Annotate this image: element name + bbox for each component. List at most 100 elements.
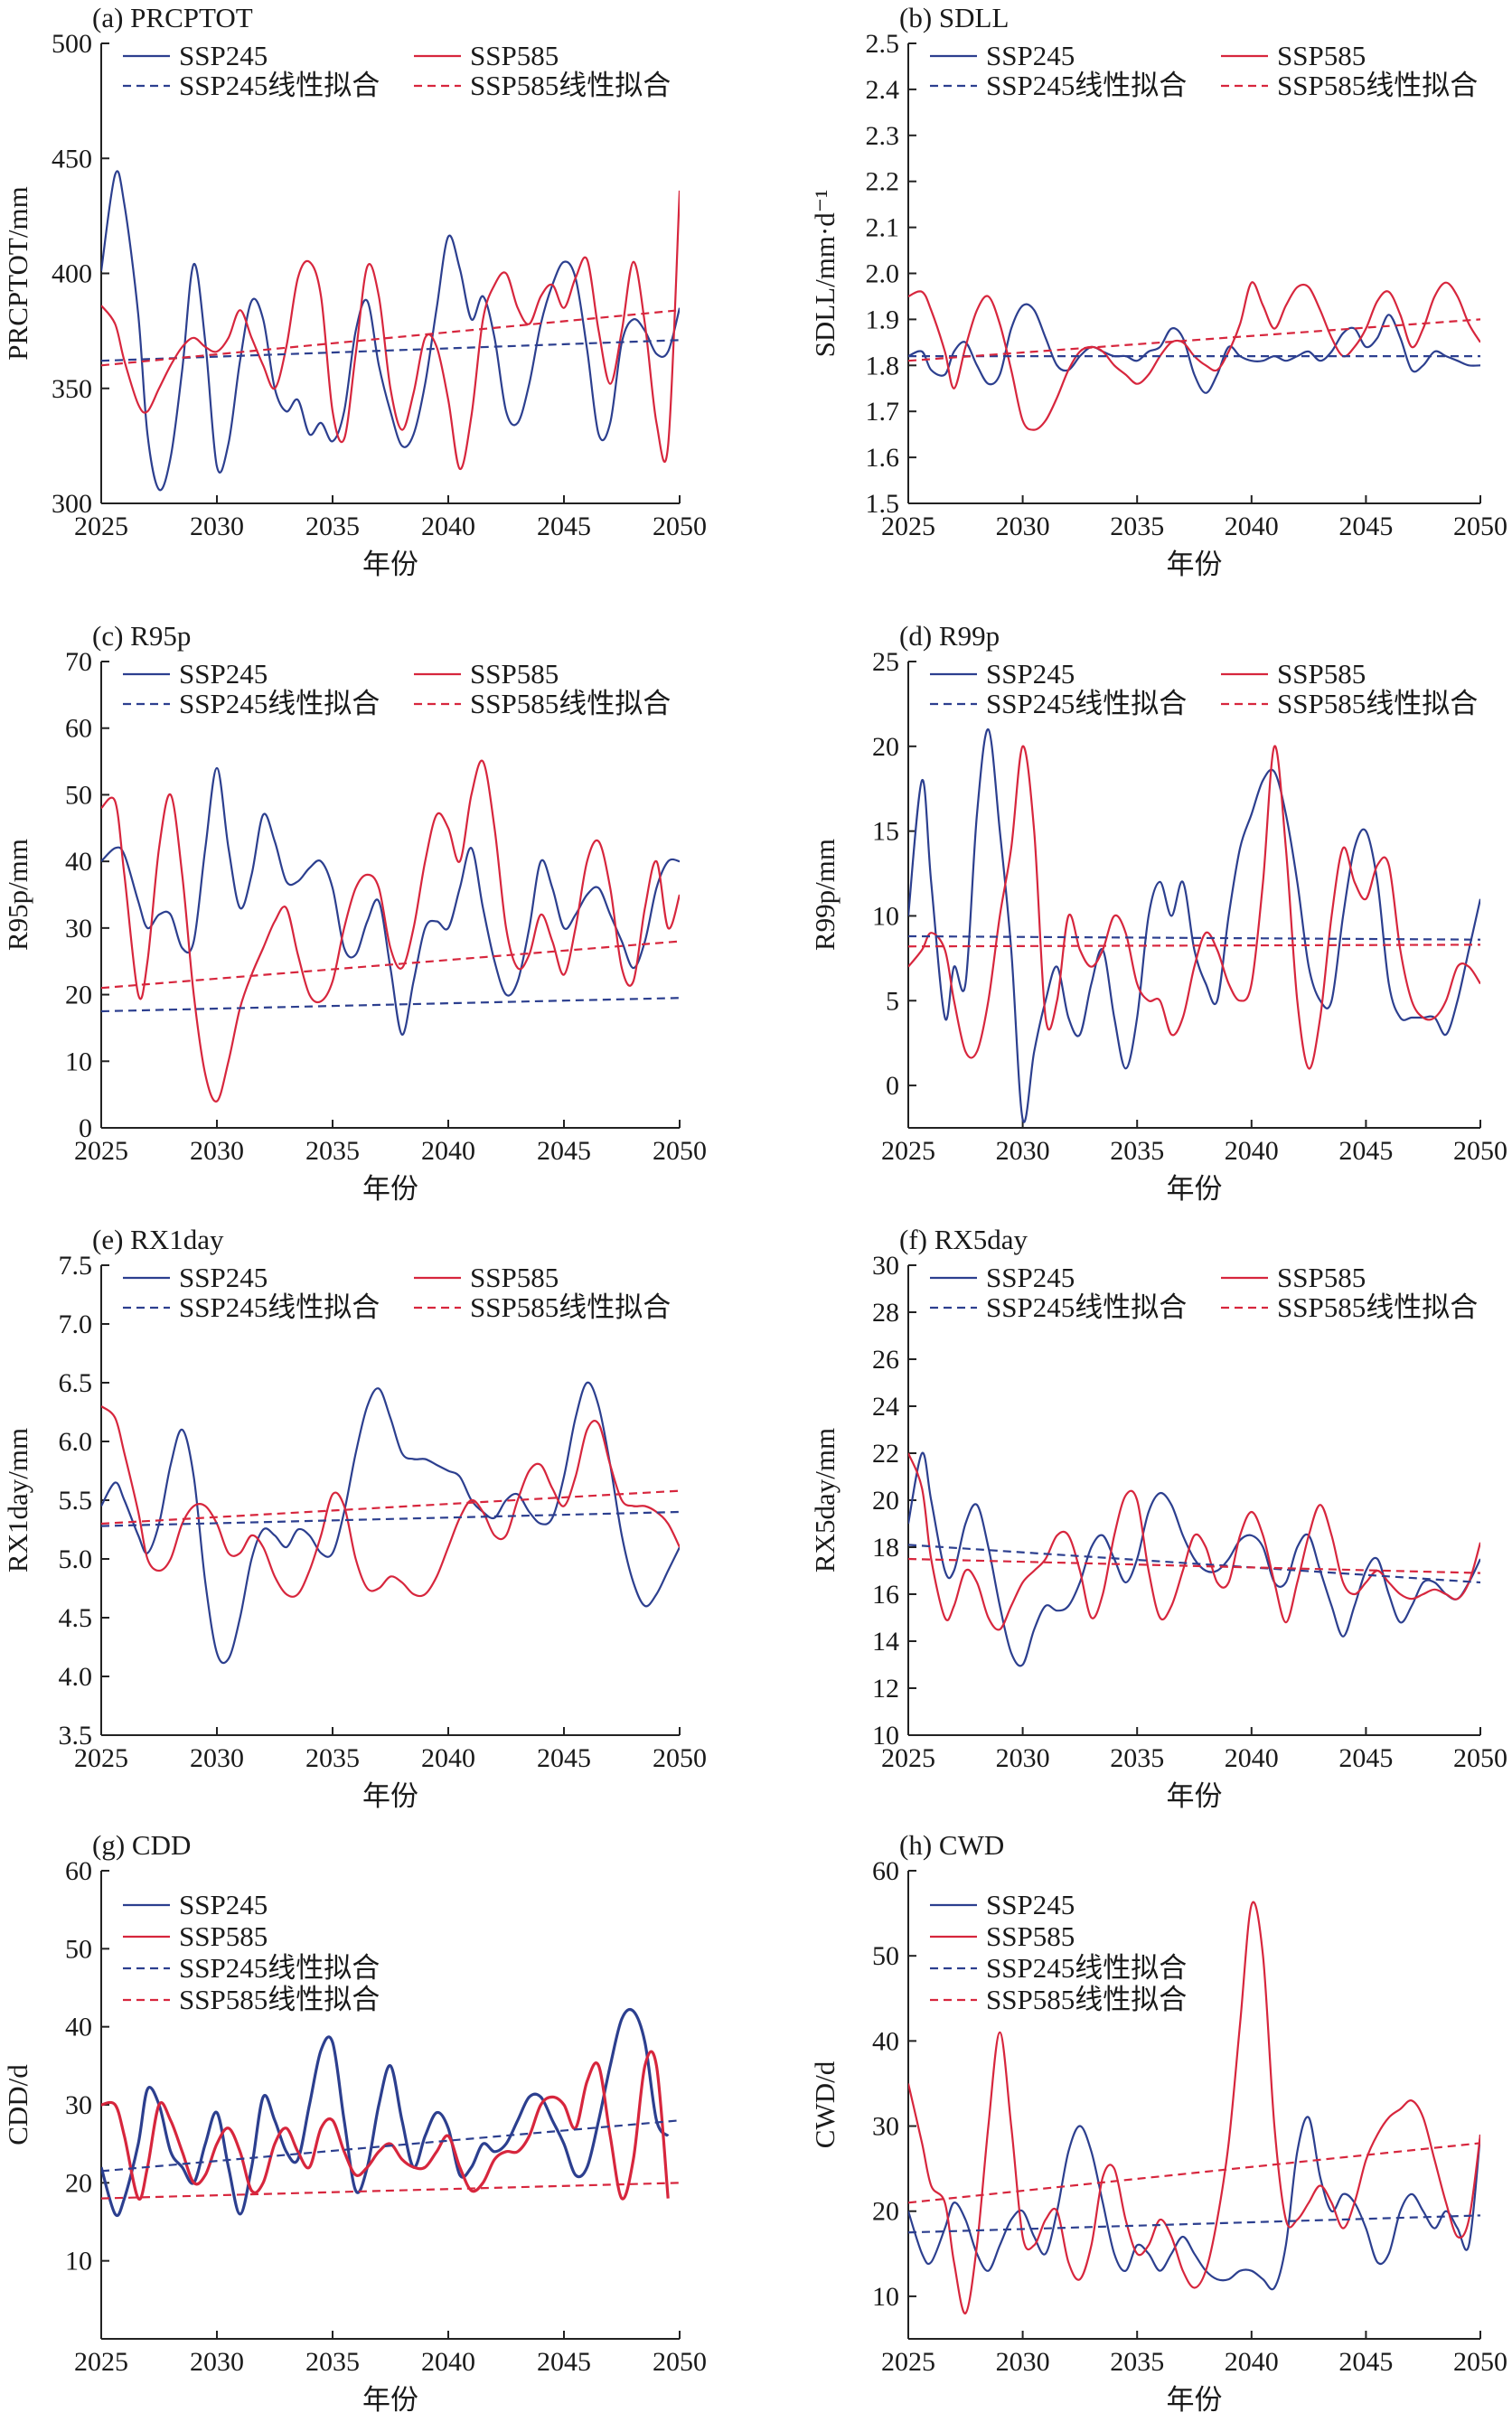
legend-label: SSP585	[1277, 658, 1366, 690]
legend-label: SSP245线性拟合	[179, 688, 380, 719]
series-line-SSP585线性拟合	[908, 1557, 1480, 1574]
legend-label: SSP585	[986, 1920, 1075, 1952]
x-tick-label: 2035	[305, 1743, 360, 1773]
y-axis-title: R95p/mm	[2, 839, 33, 951]
x-axis-title: 年份	[1167, 549, 1223, 580]
series-line-SSP245线性拟合	[908, 1544, 1480, 1584]
y-tick-label: 3.5	[59, 1721, 93, 1751]
y-axis-title: RX1day/mm	[2, 1428, 33, 1572]
x-tick-label: 2040	[421, 1136, 475, 1166]
series-line-SSP245	[101, 1381, 680, 1665]
x-tick-label: 2030	[190, 512, 244, 541]
panel-title: (f) RX5day	[899, 1224, 1028, 1255]
y-tick-label: 30	[65, 914, 92, 943]
y-tick-label: 30	[65, 2090, 92, 2120]
x-tick-label: 2035	[305, 512, 360, 541]
series-line-SSP585	[101, 1405, 680, 1598]
panel-sdll: 1.5 1.6 1.7 1.8 1.9 2.0 2.1 2.2 2.3 2.4 2.5 2025 203…	[809, 2, 1507, 580]
y-tick-label: 26	[872, 1345, 899, 1375]
y-tick-label: 10	[65, 1047, 92, 1076]
y-tick-label: 60	[872, 1856, 899, 1886]
x-tick-label: 2030	[996, 1743, 1050, 1773]
x-tick-label: 2040	[1225, 1743, 1279, 1773]
legend-label: SSP245	[179, 1262, 268, 1293]
legend-label: SSP585线性拟合	[986, 1984, 1187, 2015]
y-tick-label: 1.6	[866, 443, 900, 473]
y-tick-label: 2.4	[866, 75, 900, 105]
series-line-SSP585	[908, 745, 1480, 1070]
y-tick-label: 4.5	[59, 1603, 93, 1633]
x-tick-label: 2050	[653, 2347, 707, 2377]
series-line-SSP245	[908, 1451, 1480, 1667]
y-tick-label: 12	[872, 1674, 899, 1704]
legend: SSP245 SSP585 SSP245线性拟合 SSP585线性拟合	[930, 1262, 1478, 1323]
x-tick-label: 2035	[1110, 2347, 1164, 2377]
series-line-SSP245线性拟合	[101, 997, 680, 1013]
series-line-SSP585线性拟合	[101, 309, 680, 367]
x-tick-label: 2050	[653, 1136, 707, 1166]
legend-label: SSP585线性拟合	[470, 70, 671, 101]
y-tick-label: 40	[872, 2026, 899, 2056]
y-tick-label: 25	[872, 647, 899, 677]
series-line-SSP245线性拟合	[101, 1510, 680, 1527]
series-group	[908, 1451, 1480, 1667]
x-tick-label: 2045	[537, 1743, 591, 1773]
legend-label: SSP245	[986, 658, 1075, 690]
panel-rx1day: 3.5 4.0 4.5 5.0 5.5 6.0 6.5 7.0 7.5 2025 2030 2035 2…	[2, 1224, 707, 1812]
legend-label: SSP585	[1277, 40, 1366, 71]
series-group	[101, 170, 680, 492]
x-axis-title: 年份	[362, 1780, 418, 1812]
y-tick-label: 50	[65, 1934, 92, 1964]
legend-label: SSP245	[986, 40, 1075, 71]
y-axis-title: CDD/d	[2, 2064, 33, 2145]
x-tick-label: 2030	[190, 1136, 244, 1166]
series-line-SSP245	[908, 303, 1480, 394]
x-tick-label: 2025	[74, 2347, 128, 2377]
panel-prcptot: 300 350 400 450 500 2025 2030 2035 2040 2045 2050 (…	[2, 2, 707, 580]
legend-label: SSP585	[470, 658, 559, 690]
y-tick-label: 40	[65, 2013, 92, 2042]
legend-label: SSP245	[986, 1262, 1075, 1293]
series-line-SSP245线性拟合	[908, 2214, 1480, 2234]
x-tick-label: 2045	[537, 1136, 591, 1166]
legend: SSP245 SSP585 SSP245线性拟合 SSP585线性拟合	[123, 1262, 671, 1323]
y-tick-label: 350	[52, 374, 92, 404]
legend-label: SSP245线性拟合	[986, 1952, 1187, 1984]
x-tick-label: 2040	[421, 2347, 475, 2377]
y-tick-label: 7.0	[59, 1310, 93, 1339]
x-tick-label: 2025	[881, 2347, 935, 2377]
y-tick-label: 40	[65, 847, 92, 877]
x-tick-label: 2050	[1453, 1743, 1507, 1773]
series-line-SSP245线性拟合	[101, 339, 680, 362]
legend-label: SSP245线性拟合	[179, 1952, 380, 1984]
series-line-SSP245	[101, 766, 680, 1036]
series-line-SSP585线性拟合	[101, 1489, 680, 1525]
y-tick-label: 10	[872, 1721, 899, 1751]
series-line-SSP245	[908, 728, 1480, 1123]
x-tick-label: 2040	[421, 1743, 475, 1773]
legend-label: SSP245线性拟合	[986, 1291, 1187, 1323]
y-tick-label: 400	[52, 259, 92, 289]
x-axis-title: 年份	[362, 1173, 418, 1205]
y-tick-label: 20	[65, 981, 92, 1010]
y-tick-label: 15	[872, 817, 899, 847]
x-tick-label: 2045	[537, 512, 591, 541]
y-tick-label: 6.5	[59, 1368, 93, 1398]
x-axis-title: 年份	[1167, 1780, 1223, 1812]
x-tick-label: 2030	[190, 1743, 244, 1773]
series-line-SSP585	[908, 1452, 1480, 1631]
x-tick-label: 2030	[190, 2347, 244, 2377]
series-group	[101, 1381, 680, 1665]
y-axis-title: R99p/mm	[809, 839, 841, 951]
series-line-SSP585线性拟合	[908, 318, 1480, 362]
y-tick-label: 1.7	[866, 397, 900, 427]
y-axis-title: RX5day/mm	[809, 1428, 841, 1572]
x-tick-label: 2045	[1338, 512, 1393, 541]
y-tick-label: 50	[872, 1941, 899, 1971]
series-group	[101, 759, 680, 1103]
x-axis-title: 年份	[362, 549, 418, 580]
x-tick-label: 2035	[1110, 1136, 1164, 1166]
